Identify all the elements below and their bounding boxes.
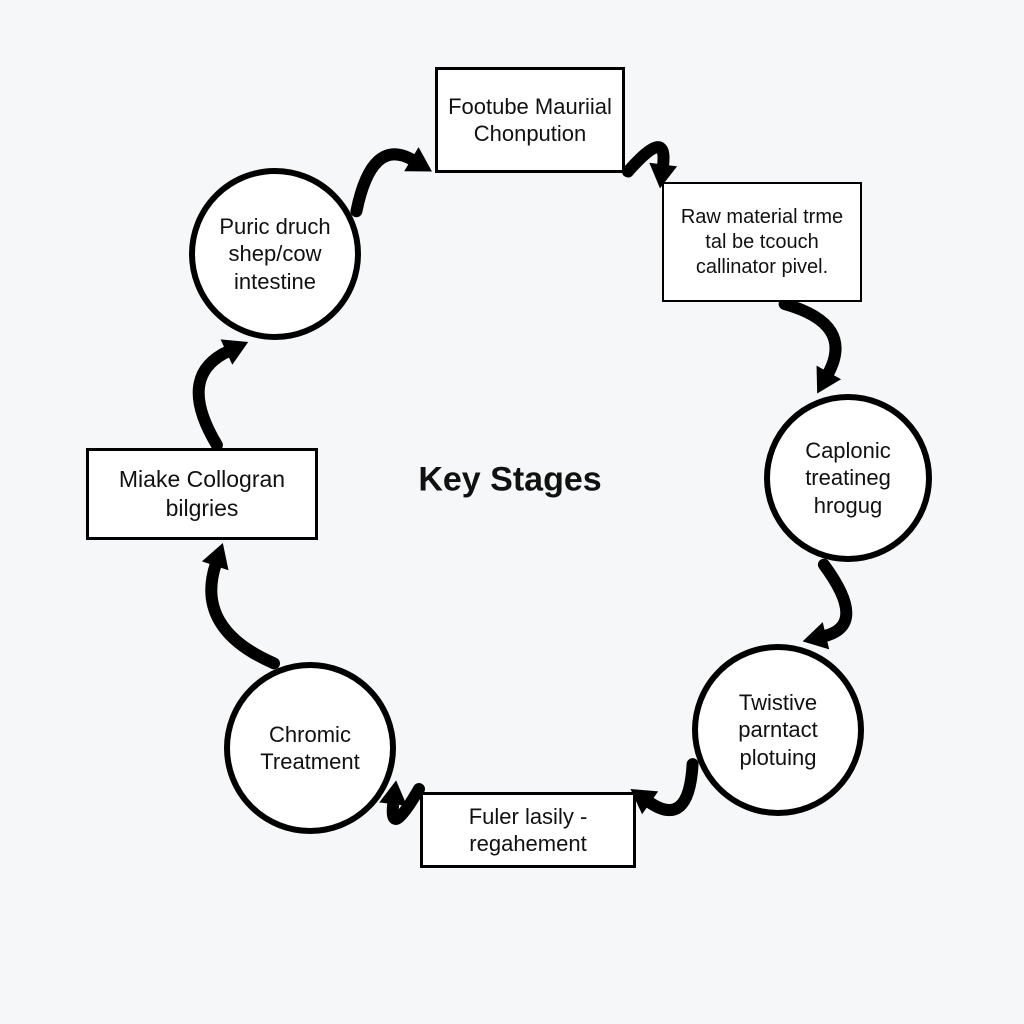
- arrowhead-n7-n0: [404, 147, 432, 171]
- node-n6: Miake Collogran bilgries: [86, 448, 318, 540]
- edge-n1-n2: [785, 304, 836, 375]
- edge-n5-n6: [211, 563, 274, 663]
- arrowhead-n2-n3: [803, 622, 830, 649]
- arrowhead-n6-n7: [221, 339, 249, 364]
- edge-n7-n0: [356, 154, 413, 211]
- edge-n6-n7: [199, 351, 229, 445]
- node-n4: Fuler lasily - regahement: [420, 792, 636, 868]
- node-label: Footube Mauriial Chonpution: [446, 93, 614, 148]
- node-n3: Twistive parntact plotuing: [692, 644, 864, 816]
- edge-n3-n4: [648, 764, 692, 810]
- node-label: Caplonic treatineg hrogug: [778, 437, 918, 520]
- edge-n0-n1: [628, 147, 664, 171]
- diagram-title: Key Stages: [418, 461, 601, 500]
- arrowhead-n5-n6: [202, 543, 229, 570]
- arrowhead-n1-n2: [817, 366, 842, 394]
- node-n7: Puric druch shep/cow intestine: [189, 168, 361, 340]
- node-n1: Raw material trme tal be tcouch callinat…: [662, 182, 862, 302]
- node-n0: Footube Mauriial Chonpution: [435, 67, 625, 173]
- node-label: Raw material trme tal be tcouch callinat…: [672, 205, 852, 280]
- edge-n4-n5: [393, 789, 419, 819]
- node-label: Twistive parntact plotuing: [706, 689, 850, 772]
- node-label: Miake Collogran bilgries: [97, 465, 307, 523]
- edge-n2-n3: [824, 565, 847, 637]
- diagram-canvas: Key Stages Footube Mauriial Chonpution Ra…: [0, 0, 1024, 1024]
- node-label: Chromic Treatment: [238, 721, 382, 776]
- node-n5: Chromic Treatment: [224, 662, 396, 834]
- node-label: Puric druch shep/cow intestine: [203, 213, 347, 296]
- node-n2: Caplonic treatineg hrogug: [764, 394, 932, 562]
- node-label: Fuler lasily - regahement: [431, 803, 625, 858]
